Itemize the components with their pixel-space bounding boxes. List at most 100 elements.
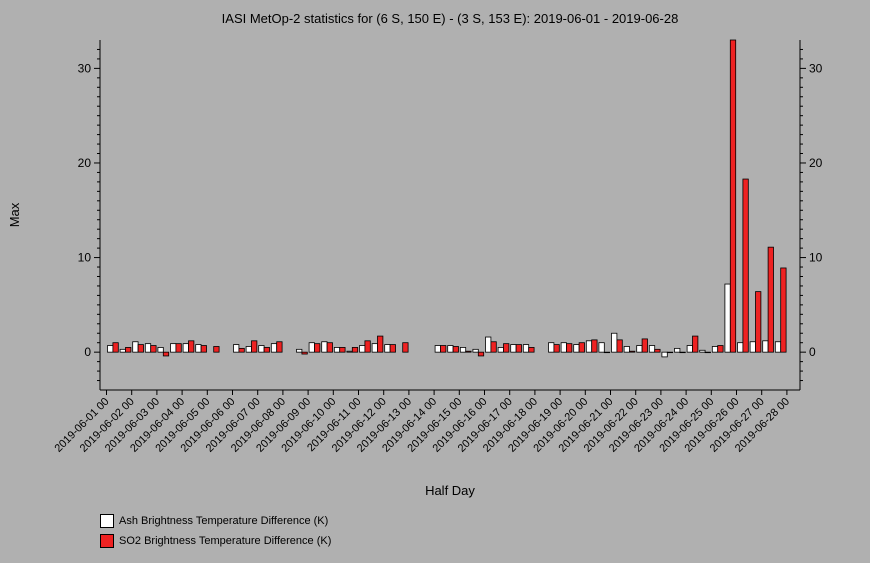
- so2-bar: [251, 340, 258, 353]
- so2-bar: [641, 338, 648, 353]
- so2-bar: [591, 339, 598, 353]
- ash-bar: [308, 342, 315, 353]
- so2-bar: [704, 351, 711, 354]
- so2-bar: [440, 345, 447, 353]
- so2-bar: [175, 343, 182, 353]
- so2-bar: [150, 345, 157, 353]
- ash-bar: [384, 344, 391, 353]
- so2-bar: [553, 344, 560, 353]
- y-tick-label: 30: [78, 61, 92, 75]
- legend-ash: Ash Brightness Temperature Difference (K…: [100, 514, 328, 528]
- so2-bar: [742, 178, 749, 353]
- so2-bar: [528, 347, 535, 353]
- so2-bar: [200, 345, 207, 353]
- ash-bar: [497, 347, 504, 353]
- ash-bar: [598, 342, 605, 353]
- y-tick-label-right: 0: [809, 345, 816, 359]
- so2-bar: [490, 341, 497, 353]
- ash-bar: [560, 342, 567, 353]
- so2-bar: [515, 344, 522, 353]
- so2-bar: [188, 340, 195, 353]
- ash-bar: [585, 340, 593, 353]
- y-tick-label: 20: [78, 156, 92, 170]
- so2-bar: [767, 246, 774, 353]
- so2-bar: [389, 344, 396, 353]
- so2-bar: [301, 351, 308, 355]
- ash-bar: [359, 345, 366, 353]
- so2-bar: [477, 351, 485, 357]
- ash-bar: [434, 345, 441, 353]
- so2-bar: [137, 344, 144, 353]
- legend-ash-swatch: [100, 514, 114, 528]
- so2-bar: [603, 351, 611, 354]
- ash-bar: [346, 350, 353, 353]
- ash-bar: [674, 347, 681, 353]
- ash-bar: [321, 341, 328, 353]
- ash-bar: [573, 344, 580, 353]
- so2-bar: [566, 343, 573, 353]
- y-tick-label: 0: [84, 345, 91, 359]
- legend-so2: SO2 Brightness Temperature Difference (K…: [100, 534, 331, 548]
- ash-bar: [195, 344, 202, 353]
- ash-bar: [182, 343, 189, 353]
- so2-bar: [238, 347, 245, 353]
- so2-bar: [503, 343, 510, 353]
- legend-so2-swatch: [100, 534, 114, 548]
- ash-bar: [371, 343, 378, 353]
- ash-bar: [107, 345, 114, 353]
- ash-bar: [522, 344, 530, 353]
- ash-bar: [648, 345, 656, 353]
- ash-bar: [611, 332, 618, 353]
- so2-bar: [326, 342, 333, 353]
- ash-bar: [472, 348, 479, 353]
- so2-bar: [276, 341, 283, 353]
- ash-bar: [686, 345, 693, 353]
- ash-bar: [774, 341, 782, 353]
- so2-bar: [616, 339, 623, 353]
- ash-bar: [485, 336, 492, 353]
- so2-bar: [351, 347, 359, 353]
- so2-bar: [339, 347, 346, 353]
- ash-bar: [245, 346, 252, 353]
- ash-bar: [258, 345, 265, 353]
- ash-bar: [447, 345, 454, 353]
- ash-bar: [270, 343, 278, 353]
- so2-bar: [692, 335, 699, 353]
- so2-bar: [452, 346, 459, 353]
- ash-bar: [724, 283, 731, 353]
- chart-title: IASI MetOp-2 statistics for (6 S, 150 E)…: [222, 11, 679, 26]
- ash-bar: [699, 349, 706, 353]
- ash-bar: [661, 351, 668, 358]
- so2-bar: [717, 345, 724, 353]
- so2-bar: [112, 342, 119, 353]
- ash-bar: [459, 347, 467, 353]
- ash-bar: [510, 344, 517, 353]
- so2-bar: [578, 342, 585, 353]
- y-tick-label-right: 30: [809, 61, 823, 75]
- so2-bar: [263, 347, 270, 353]
- ash-bar: [119, 348, 126, 353]
- ash-bar: [737, 342, 744, 353]
- so2-bar: [679, 351, 686, 354]
- y-tick-label-right: 20: [809, 156, 823, 170]
- so2-bar: [213, 346, 220, 353]
- x-axis-label: Half Day: [425, 483, 475, 498]
- ash-bar: [144, 343, 152, 353]
- legend-so2-label: SO2 Brightness Temperature Difference (K…: [119, 535, 332, 547]
- so2-bar: [729, 39, 737, 353]
- so2-bar: [780, 267, 787, 353]
- so2-bar: [125, 347, 132, 353]
- so2-bar: [364, 340, 371, 353]
- ash-bar: [749, 341, 756, 353]
- y-tick-label-right: 10: [809, 251, 823, 265]
- ash-bar: [233, 344, 240, 353]
- so2-bar: [402, 342, 409, 353]
- ash-bar: [762, 340, 769, 353]
- so2-bar: [377, 335, 384, 353]
- so2-bar: [629, 350, 636, 353]
- ash-bar: [157, 347, 164, 353]
- ash-bar: [132, 341, 139, 353]
- ash-bar: [711, 346, 719, 353]
- so2-bar: [465, 350, 472, 353]
